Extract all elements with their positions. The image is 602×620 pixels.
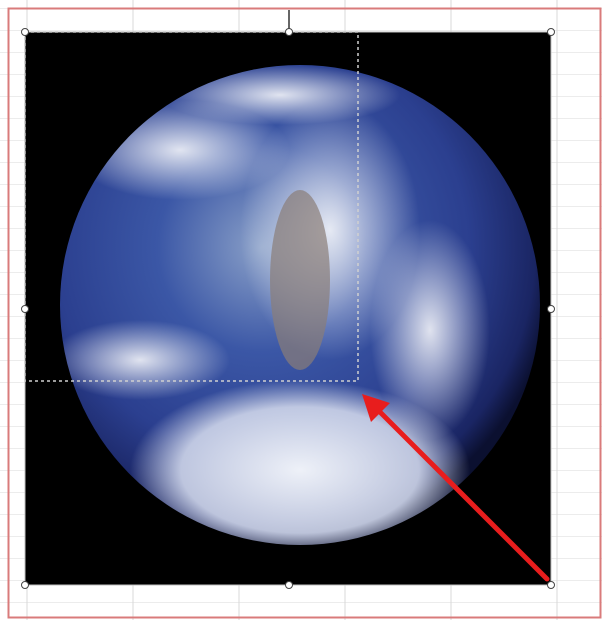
handle[interactable] — [22, 29, 29, 36]
handle[interactable] — [548, 306, 555, 313]
page: Selected picture {} html, body { margin:… — [0, 0, 602, 620]
body: (() => { const data = JSON.parse(documen… — [0, 0, 602, 620]
handle[interactable] — [22, 306, 29, 313]
cloud — [370, 220, 490, 440]
handle[interactable] — [286, 29, 293, 36]
handle[interactable] — [548, 582, 555, 589]
handle[interactable] — [286, 582, 293, 589]
continent — [270, 190, 330, 370]
handle[interactable] — [548, 29, 555, 36]
cloud — [50, 320, 230, 400]
spreadsheet-view — [0, 0, 602, 620]
handle[interactable] — [22, 582, 29, 589]
